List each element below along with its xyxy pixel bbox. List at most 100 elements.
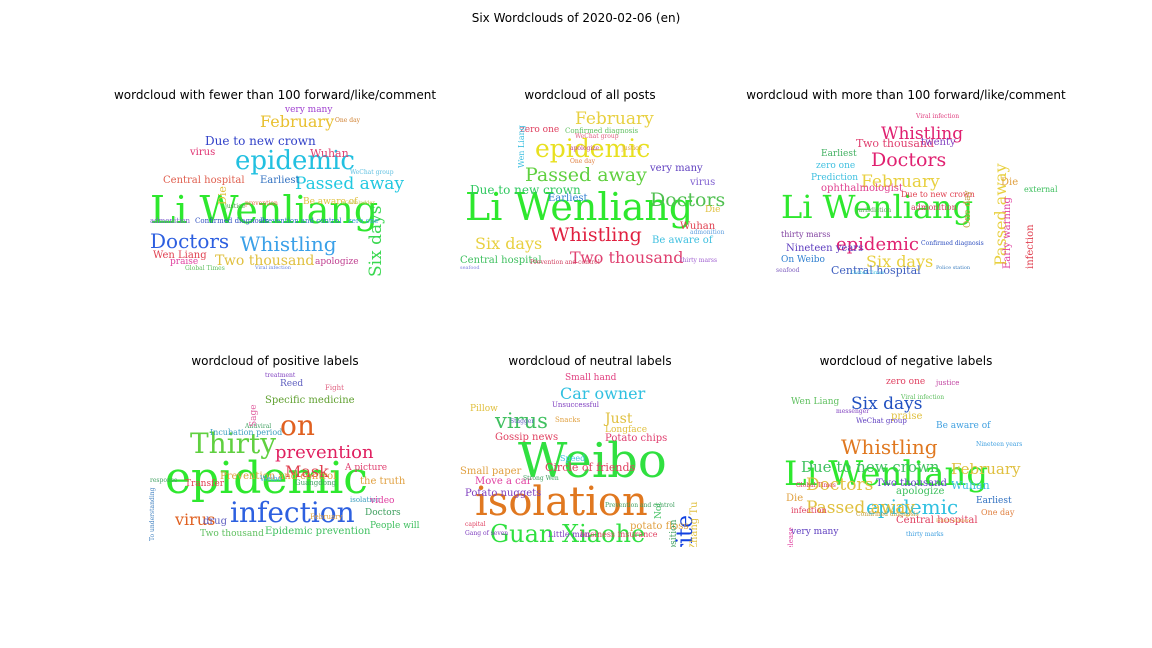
wordcloud-word: Doctors: [806, 475, 874, 495]
wordcloud-panel-negative: wordcloud of negative labels Li Wenliang…: [736, 354, 1076, 594]
wordcloud-word: praise: [170, 257, 199, 267]
wordcloud-word: WeChat group: [575, 133, 619, 140]
wordcloud-word: Zhang Tu: [689, 501, 700, 547]
wordcloud: Li Wenliang epidemic Whistling Doctors Passe…: [736, 372, 1076, 548]
wordcloud-word: isolation: [350, 496, 381, 504]
wordcloud-word: Wuhan: [951, 479, 990, 492]
wordcloud-word: Thirty: [190, 427, 277, 460]
wordcloud-word: Potato nuggets: [465, 488, 542, 499]
wordcloud-word: Six days: [866, 252, 934, 271]
wordcloud-word: thirty marss: [781, 230, 831, 239]
wordcloud-word: Guangdong: [295, 479, 336, 487]
wordcloud-word: Prediction: [811, 173, 859, 183]
wordcloud-word: Due to new crown: [901, 190, 975, 199]
wordcloud-word: Snacks: [555, 416, 581, 424]
wordcloud-word: Earliest: [821, 149, 857, 159]
wordcloud: Weibo isolation Guan Xiaohe virus Car owner W…: [420, 372, 760, 548]
wordcloud-word: justice: [936, 379, 960, 387]
wordcloud-word: Potato chips: [605, 433, 668, 444]
wordcloud-word: Die: [786, 493, 804, 504]
wordcloud-word: zero one: [816, 161, 856, 171]
wordcloud-word: Sage: [249, 404, 259, 427]
wordcloud-word: Six days: [475, 234, 543, 253]
wordcloud-word: Viral infection: [916, 113, 960, 120]
wordcloud-word: Central hospital: [460, 255, 542, 266]
wordcloud-word: Mask: [285, 462, 329, 481]
wordcloud-word: Whistling: [550, 224, 642, 246]
wordcloud-word: Reed: [280, 379, 304, 389]
wordcloud-word: twenty: [921, 137, 956, 148]
panel-title: wordcloud of all posts: [524, 88, 656, 102]
wordcloud-panel-positive: wordcloud of positive labels epidemic inf…: [105, 354, 445, 594]
wordcloud-word: Whistling: [240, 232, 337, 256]
wordcloud-word: Pillow: [470, 404, 498, 414]
wordcloud-word: Due to new crown: [470, 183, 581, 197]
wordcloud-word: Li Wenliang: [784, 454, 989, 494]
wordcloud-word: Passed away: [525, 164, 647, 186]
wordcloud-word: Earliest: [548, 193, 588, 204]
wordcloud-word: Doctors: [150, 229, 230, 253]
wordcloud-word: Viral infection: [255, 265, 291, 271]
wordcloud-word: Nineteen years: [976, 441, 1023, 448]
wordcloud-word: epidemic: [866, 495, 959, 519]
wordcloud-word: admonition: [911, 203, 957, 212]
wordcloud-word: Antiviral: [245, 423, 272, 430]
wordcloud-word: Circle of friends: [545, 461, 636, 474]
wordcloud-word: Die: [1001, 177, 1019, 188]
wordcloud-word: capital: [465, 521, 486, 528]
wordcloud-word: To understanding: [149, 487, 156, 541]
wordcloud-word: Fight: [325, 384, 344, 392]
wordcloud-word: Car owner: [560, 384, 646, 403]
wordcloud-word: Whistling: [841, 435, 938, 459]
wordcloud-word: thirty marks: [906, 531, 944, 538]
wordcloud-word: justice: [225, 203, 246, 210]
wordcloud-word: Be aware of: [652, 235, 713, 246]
wordcloud-word: Due to new crown: [801, 458, 940, 476]
wordcloud-word: justice: [622, 145, 643, 152]
wordcloud-word: isolation: [475, 479, 648, 525]
wordcloud-word: Prevention and control: [260, 217, 342, 225]
wordcloud-word: Gang of seven: [465, 530, 509, 537]
wordcloud-word: Just: [605, 411, 633, 427]
wordcloud-word: Epidemic prevention: [265, 526, 371, 537]
wordcloud-word: Weibo: [260, 475, 282, 483]
wordcloud-word: Passed away: [295, 174, 405, 194]
wordcloud-panel-many-interactions: wordcloud with more than 100 forward/lik…: [736, 88, 1076, 328]
wordcloud-word: zero one: [348, 217, 379, 225]
wordcloud-word: thirty marss: [680, 257, 718, 264]
wordcloud-word: drug: [203, 516, 228, 527]
wordcloud-word: Early warning: [1002, 197, 1013, 269]
wordcloud-word: Central hospital: [831, 264, 921, 277]
wordcloud-word: zero one: [520, 125, 560, 135]
wordcloud-word: Wen Liang: [791, 397, 840, 407]
wordcloud-word: treatment: [265, 372, 296, 379]
panel-title: wordcloud with fewer than 100 forward/li…: [113, 88, 437, 102]
wordcloud-word: People will: [370, 521, 420, 531]
wordcloud-word: Doctors: [365, 508, 401, 518]
wordcloud-word: admonition: [690, 229, 725, 236]
wordcloud-word: epidemic: [165, 453, 368, 504]
wordcloud-word: apologize: [315, 257, 359, 267]
wordcloud-word: On Weibo: [781, 255, 825, 265]
wordcloud: Li Wenliang epidemic Doctors Whistling Febru…: [736, 106, 1076, 281]
panel-title: wordcloud with more than 100 forward/lik…: [746, 88, 1066, 102]
wordcloud-word: Gossip news: [495, 432, 559, 443]
wordcloud-word: Confirmed diagnosis: [565, 127, 639, 135]
wordcloud-word: Central hospital: [163, 175, 245, 186]
wordcloud-panel-few-interactions: wordcloud with fewer than 100 forward/li…: [105, 88, 445, 328]
wordcloud-word: February: [310, 513, 343, 521]
wordcloud-word: zero one: [886, 377, 926, 387]
wordcloud-word: epidemic: [836, 234, 920, 255]
wordcloud-word: Global Times: [796, 482, 836, 489]
wordcloud-word: WeChat group: [856, 417, 907, 425]
panel-title: wordcloud of positive labels: [191, 354, 359, 368]
wordcloud-word: ophthalmologist: [821, 183, 903, 194]
wordcloud-word: infection: [230, 496, 355, 529]
wordcloud-word: Two thousand: [215, 253, 315, 269]
wordcloud-word: virus: [175, 510, 216, 529]
wordcloud-word: video: [370, 496, 395, 506]
wordcloud-word: seafood: [776, 267, 800, 274]
wordcloud-word: February: [861, 172, 940, 192]
wordcloud-word: epidemic: [535, 134, 651, 163]
wordcloud-word: infection: [1025, 224, 1036, 269]
